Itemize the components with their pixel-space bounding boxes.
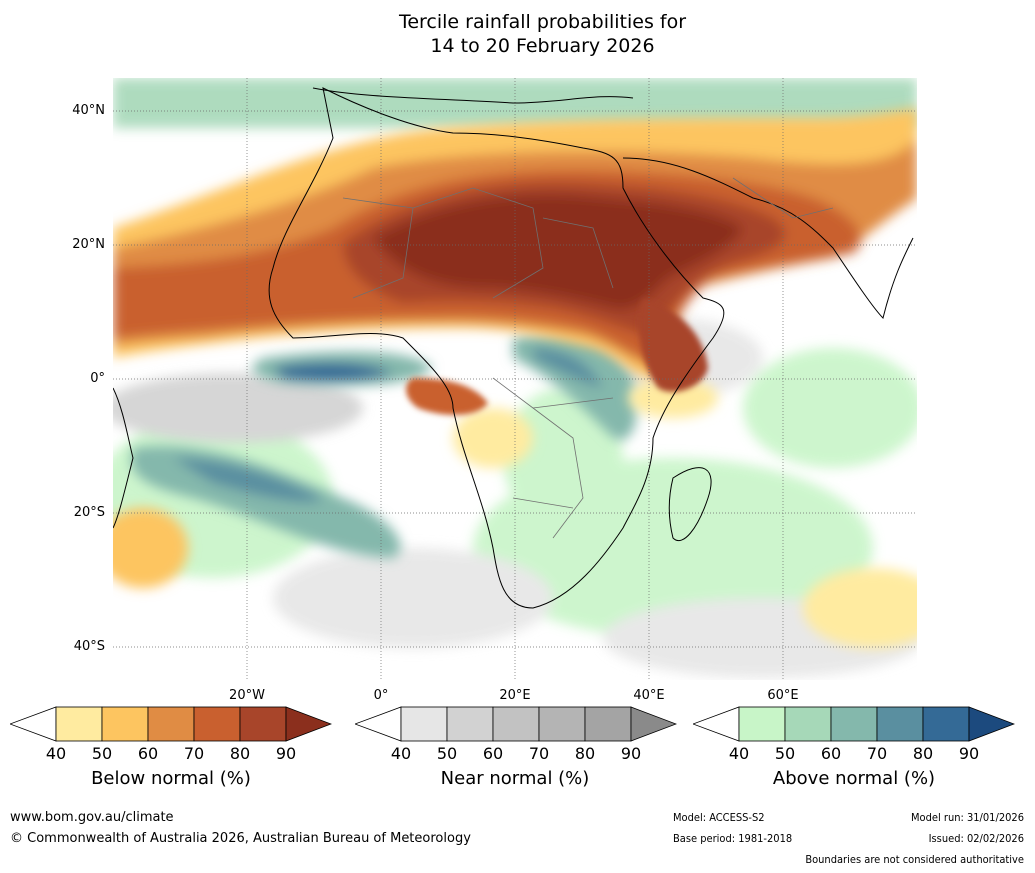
- lat-label-20n: 20°N: [72, 237, 105, 252]
- above-tick: 60: [820, 744, 842, 763]
- near-swatch-70: [538, 706, 586, 742]
- footer-issued: Issued: 02/02/2026: [928, 832, 1024, 845]
- below-swatch-90: [285, 706, 332, 742]
- below-swatch-40: [55, 706, 103, 742]
- lat-label-0: 0°: [90, 371, 105, 386]
- title-line-1: Tercile rainfall probabilities for: [398, 11, 687, 33]
- above-tick: 90: [958, 744, 980, 763]
- lat-label-20s: 20°S: [73, 505, 105, 520]
- above-tick: 40: [728, 744, 750, 763]
- below-tick: 90: [275, 744, 297, 763]
- below-swatch-50: [101, 706, 149, 742]
- below-tick: 80: [229, 744, 251, 763]
- colorbar-above-normal: [693, 706, 1015, 742]
- near-tick: 70: [528, 744, 550, 763]
- below-swatch-70: [193, 706, 241, 742]
- above-swatch-60: [830, 706, 878, 742]
- below-normal-label: Below normal (%): [91, 768, 251, 789]
- footer-model: Model: ACCESS-S2: [673, 811, 765, 824]
- above-tick: 80: [912, 744, 934, 763]
- footer-copyright: © Commonwealth of Australia 2026, Austra…: [10, 831, 471, 846]
- colorbar-near-normal: [355, 706, 677, 742]
- below-tick: 40: [45, 744, 67, 763]
- near-tick: 40: [390, 744, 412, 763]
- near-tick: 60: [482, 744, 504, 763]
- footer-url[interactable]: www.bom.gov.au/climate: [10, 810, 174, 825]
- probability-map: [113, 78, 917, 680]
- near-swatch-80: [584, 706, 632, 742]
- above-swatch-50: [784, 706, 832, 742]
- above-swatch-90: [968, 706, 1015, 742]
- title-line-2: 14 to 20 February 2026: [430, 35, 655, 57]
- lon-label-40e: 40°E: [633, 688, 665, 703]
- near-tick: 90: [620, 744, 642, 763]
- map-title: Tercile rainfall probabilities for 14 to…: [0, 10, 1035, 58]
- footer-base-period: Base period: 1981-2018: [673, 832, 793, 845]
- footer-boundaries: Boundaries are not considered authoritat…: [805, 853, 1024, 866]
- near-swatch-40: [400, 706, 448, 742]
- above-swatch-40: [738, 706, 786, 742]
- near-tick: 50: [436, 744, 458, 763]
- lat-label-40n: 40°N: [72, 103, 105, 118]
- near-swatch-90: [630, 706, 677, 742]
- above-swatch-80: [922, 706, 970, 742]
- footer-model-run: Model run: 31/01/2026: [911, 811, 1024, 824]
- above-tick: 70: [866, 744, 888, 763]
- lon-label-0: 0°: [373, 688, 389, 703]
- lon-label-20w: 20°W: [229, 688, 265, 703]
- lon-label-20e: 20°E: [499, 688, 531, 703]
- above-normal-label: Above normal (%): [772, 768, 936, 789]
- below-swatch-60: [147, 706, 195, 742]
- near-swatch-50: [446, 706, 494, 742]
- above-swatch-70: [876, 706, 924, 742]
- above-tick: 50: [774, 744, 796, 763]
- below-tick: 70: [183, 744, 205, 763]
- below-tick: 60: [137, 744, 159, 763]
- colorbar-below-normal: [10, 706, 332, 742]
- near-tick: 80: [574, 744, 596, 763]
- near-normal-label: Near normal (%): [440, 768, 590, 789]
- lat-label-40s: 40°S: [73, 639, 105, 654]
- lon-label-60e: 60°E: [767, 688, 799, 703]
- below-swatch-80: [239, 706, 287, 742]
- near-swatch-60: [492, 706, 540, 742]
- map-graphic: [113, 78, 917, 680]
- below-tick: 50: [91, 744, 113, 763]
